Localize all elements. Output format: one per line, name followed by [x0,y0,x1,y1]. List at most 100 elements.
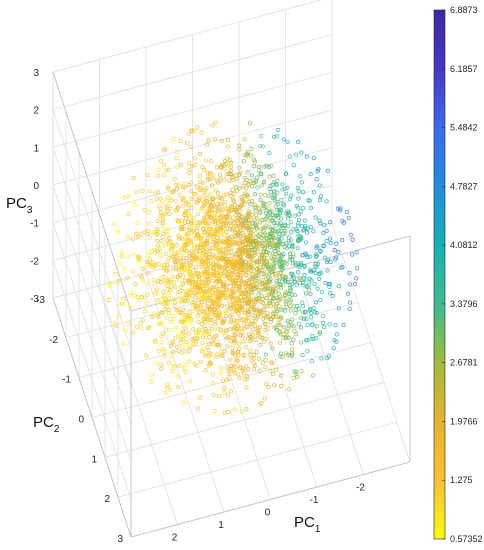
scatter-point [227,172,232,177]
scatter-point [327,322,332,327]
scatter-point [199,264,204,269]
scatter-point [339,265,344,270]
scatter-point [212,307,218,312]
pc2-tick-label: -2 [49,335,58,346]
scatter-point [336,250,341,255]
scatter-point [255,326,260,331]
scatter-point [284,299,289,304]
scatter-point [135,220,140,225]
scatter-point [181,307,186,312]
scatter-point [256,330,261,336]
scatter-point [192,191,197,196]
scatter-point [156,314,161,319]
scatter-point [302,263,307,268]
scatter-point [271,262,276,267]
scatter-point [207,211,212,216]
scatter-point [310,322,315,327]
colorbar-tick-label: 4.7827 [450,181,478,191]
scatter-point [281,203,287,208]
scatter-point [228,327,233,332]
scatter-point [166,186,171,191]
scatter-point [224,377,229,382]
scatter-point [256,314,261,319]
scatter-point [129,290,134,295]
scatter-point [240,219,245,224]
scatter-point [273,258,278,263]
scatter-point [209,158,214,164]
scatter-point [159,310,164,315]
scatter-point [258,342,263,347]
scatter-point [137,257,142,262]
scatter-point [142,230,147,235]
scatter-point [161,162,167,167]
scatter-point [280,241,285,247]
scatter-point [160,331,166,336]
colorbar-tick-label: 2.6781 [450,358,478,368]
scatter-point [165,238,170,243]
scatter-point [246,294,252,299]
scatter-point [280,267,285,273]
scatter-point [270,315,275,320]
scatter-point [261,217,266,222]
scatter-point [318,331,323,336]
scatter-point [246,244,251,249]
scatter-point [178,336,183,341]
scatter-point [246,240,251,245]
scatter-point [283,292,288,298]
scatter-point [268,210,273,215]
scatter-point [223,199,228,204]
scatter-point [259,218,264,223]
scatter-point [215,191,221,196]
scatter-point [218,297,223,302]
scatter-point [120,254,125,259]
scatter-point [258,197,263,202]
scatter-point [254,212,259,218]
scatter-point [245,289,251,294]
scatter-point [313,251,318,256]
scatter-point [235,232,240,237]
scatter-point [244,407,249,412]
scatter-point [299,340,304,345]
scatter-point [199,207,204,212]
scatter-point [317,218,322,223]
scatter-point [139,295,144,300]
scatter-point [204,289,209,294]
scatter-point [270,372,276,377]
scatter-point [283,296,288,302]
scatter-point [231,191,236,196]
scatter-point [162,353,167,358]
scatter-point [194,184,199,189]
scatter-point [337,284,342,289]
scatter-point [172,303,177,308]
scatter-point [250,327,256,332]
scatter-point [296,237,301,242]
scatter-point [168,388,173,393]
scatter-point [228,193,233,198]
scatter-point [207,360,212,365]
scatter-point [278,221,283,226]
scatter-point [159,265,164,270]
scatter-point [254,285,259,290]
scatter-point [259,253,264,258]
scatter-point [152,281,157,286]
scatter-point [157,300,162,305]
colorbar-tick-label: 4.0812 [450,240,478,250]
scatter-point [267,280,272,285]
scatter-point [155,227,160,232]
scatter-point [305,284,310,290]
scatter-point [263,327,268,333]
scatter-point [160,199,165,204]
scatter-point [240,368,245,373]
scatter-point [265,266,270,271]
scatter-point [155,313,160,318]
scatter-point [210,299,215,304]
scatter-point [287,291,292,296]
scatter-point [181,400,186,405]
scatter-point [248,201,253,207]
scatter-point [208,262,214,267]
scatter-point [222,386,227,391]
scatter-point [163,391,168,396]
scatter-point [125,235,130,240]
scatter-point [232,340,237,345]
scatter-point [226,259,231,264]
